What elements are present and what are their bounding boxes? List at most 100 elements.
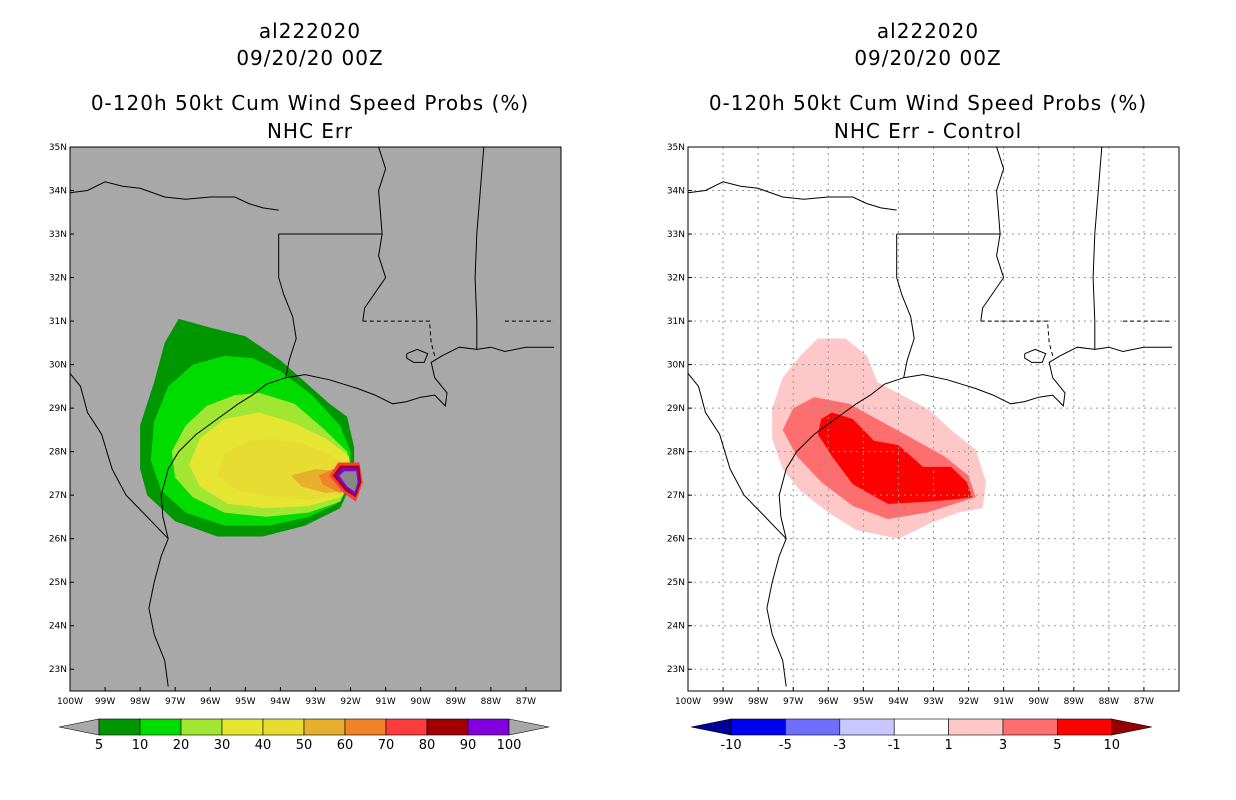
colorbar-label: 20 bbox=[173, 738, 190, 753]
lat-tick-label: 32N bbox=[667, 274, 685, 284]
lat-tick-label: 26N bbox=[667, 535, 685, 545]
colorbar-label: 100 bbox=[497, 738, 522, 753]
lon-tick-label: 90W bbox=[1029, 697, 1049, 707]
lat-tick-label: 31N bbox=[49, 317, 67, 327]
right-colorbar: -10 -5 -3 -1 1 3 5 10 bbox=[690, 718, 1152, 753]
lon-tick-label: 96W bbox=[818, 697, 838, 707]
left-title: 0-120h 50kt Cum Wind Speed Probs (%) bbox=[90, 91, 530, 115]
lon-tick-label: 90W bbox=[411, 697, 431, 707]
tx-la-border-line bbox=[896, 234, 915, 378]
colorbar-label: 60 bbox=[337, 738, 354, 753]
colorbar-right-arrow bbox=[508, 718, 550, 736]
left-colorbar: 5 10 20 30 40 50 60 70 80 90 100 bbox=[58, 718, 550, 753]
lon-tick-label: 89W bbox=[446, 697, 466, 707]
red-river-line bbox=[70, 181, 279, 211]
colorbar-box bbox=[1057, 718, 1113, 736]
ms-al-border-line bbox=[1092, 147, 1103, 350]
lat-tick-label: 33N bbox=[49, 230, 67, 240]
colorbar-label: 3 bbox=[999, 738, 1007, 753]
lon-tick-label: 88W bbox=[1099, 697, 1119, 707]
lon-tick-label: 98W bbox=[748, 697, 768, 707]
lon-tick-label: 91W bbox=[993, 697, 1013, 707]
colorbar-box bbox=[730, 718, 786, 736]
colorbar-label: 5 bbox=[95, 738, 103, 753]
lon-tick-label: 97W bbox=[783, 697, 803, 707]
lon-tick-label: 94W bbox=[888, 697, 908, 707]
lat-tick-label: 35N bbox=[667, 143, 685, 153]
lat-tick-label: 25N bbox=[667, 578, 685, 588]
contour-100 bbox=[339, 471, 358, 492]
lon-tick-label: 87W bbox=[1134, 697, 1154, 707]
lon-tick-label: 94W bbox=[270, 697, 290, 707]
right-datetime: 09/20/20 00Z bbox=[854, 46, 1002, 70]
lat-tick-label: 23N bbox=[667, 665, 685, 675]
red-river-line bbox=[688, 181, 897, 211]
lat-tick-label: 25N bbox=[49, 578, 67, 588]
lon-tick-label: 89W bbox=[1064, 697, 1084, 707]
lon-tick-label: 88W bbox=[481, 697, 501, 707]
lon-tick-label: 91W bbox=[375, 697, 395, 707]
colorbar-box bbox=[839, 718, 895, 736]
lat-tick-label: 28N bbox=[667, 448, 685, 458]
lake-pontchartrain bbox=[406, 348, 429, 363]
colorbar-label: -10 bbox=[720, 738, 741, 753]
lon-tick-label: 93W bbox=[923, 697, 943, 707]
lat-tick-label: 24N bbox=[667, 622, 685, 632]
colorbar-label: 30 bbox=[214, 738, 231, 753]
contour-5 bbox=[817, 412, 973, 504]
lon-tick-label: 100W bbox=[57, 697, 83, 707]
colorbar-box bbox=[1002, 718, 1058, 736]
lon-tick-label: 92W bbox=[958, 697, 978, 707]
lat-tick-label: 29N bbox=[49, 404, 67, 414]
colorbar-label: 50 bbox=[296, 738, 313, 753]
colorbar-label: 40 bbox=[255, 738, 272, 753]
right-storm-id: al222020 bbox=[876, 19, 980, 43]
right-title: 0-120h 50kt Cum Wind Speed Probs (%) bbox=[708, 91, 1148, 115]
lake-pontchartrain bbox=[1024, 348, 1047, 363]
lat-tick-label: 35N bbox=[49, 143, 67, 153]
lon-tick-label: 87W bbox=[516, 697, 536, 707]
colorbar-label: 1 bbox=[944, 738, 952, 753]
lat-tick-label: 29N bbox=[667, 404, 685, 414]
lon-tick-label: 97W bbox=[165, 697, 185, 707]
lon-tick-label: 99W bbox=[713, 697, 733, 707]
colorbar-label: -5 bbox=[779, 738, 792, 753]
colorbar-box bbox=[948, 718, 1004, 736]
lon-tick-label: 92W bbox=[340, 697, 360, 707]
right-subtitle: NHC Err - Control bbox=[833, 119, 1023, 143]
left-storm-id: al222020 bbox=[258, 19, 362, 43]
rio-grande-line bbox=[688, 372, 787, 540]
lat-tick-label: 27N bbox=[49, 491, 67, 501]
lat-tick-label: 31N bbox=[667, 317, 685, 327]
colorbar-box bbox=[893, 718, 949, 736]
colorbar-label: -1 bbox=[888, 738, 901, 753]
lat-tick-label: 23N bbox=[49, 665, 67, 675]
lat-tick-label: 27N bbox=[667, 491, 685, 501]
lat-tick-label: 30N bbox=[49, 361, 67, 371]
colorbar-left-arrow bbox=[690, 718, 732, 736]
lon-tick-label: 93W bbox=[305, 697, 325, 707]
lon-tick-label: 98W bbox=[130, 697, 150, 707]
lat-tick-label: 34N bbox=[667, 187, 685, 197]
colorbar-label: 70 bbox=[378, 738, 395, 753]
ms-al-border-line bbox=[474, 147, 485, 350]
lat-tick-label: 30N bbox=[667, 361, 685, 371]
lon-tick-label: 95W bbox=[853, 697, 873, 707]
lat-tick-label: 32N bbox=[49, 274, 67, 284]
left-subtitle: NHC Err bbox=[266, 119, 354, 143]
la-ms-border-line bbox=[362, 320, 436, 357]
colorbar-right-arrow bbox=[1111, 718, 1152, 736]
la-ms-border-line bbox=[980, 320, 1054, 357]
lat-tick-label: 28N bbox=[49, 448, 67, 458]
lat-tick-label: 33N bbox=[667, 230, 685, 240]
colorbar-label: -3 bbox=[833, 738, 846, 753]
lat-tick-label: 26N bbox=[49, 535, 67, 545]
colorbar-label: 5 bbox=[1053, 738, 1061, 753]
colorbar-label: 10 bbox=[1104, 738, 1121, 753]
colorbar-label: 80 bbox=[419, 738, 436, 753]
lon-tick-label: 99W bbox=[95, 697, 115, 707]
lon-tick-label: 95W bbox=[235, 697, 255, 707]
left-datetime: 09/20/20 00Z bbox=[236, 46, 384, 70]
